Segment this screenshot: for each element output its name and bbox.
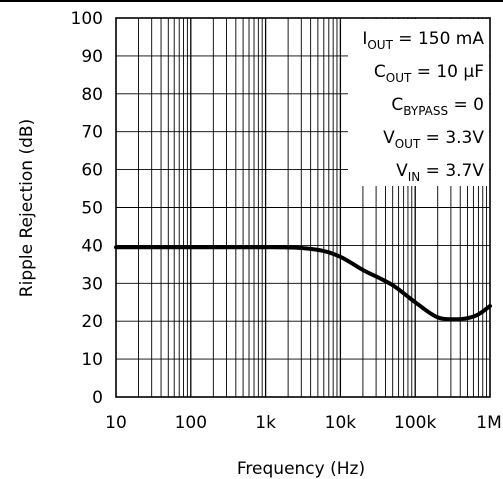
annotation-line: VIN = 3.7V (396, 161, 484, 184)
top-rule (0, 0, 503, 2)
x-tick-label: 10k (325, 413, 357, 433)
annotation-line: COUT = 10 μF (374, 62, 484, 85)
y-tick-label: 90 (81, 47, 103, 67)
conditions-annotation: IOUT = 150 mA COUT = 10 μF CBYPASS = 0 VOUT… (362, 29, 484, 184)
y-tick-label: 30 (81, 274, 103, 294)
x-tick-labels: 10 100 1k 10k 100k 1M (105, 413, 502, 433)
x-axis-label: Frequency (Hz) (237, 459, 365, 479)
x-tick-label: 1k (255, 413, 276, 433)
plot-frame (115, 17, 491, 398)
annotation-background (348, 19, 489, 186)
y-tick-label: 40 (81, 236, 103, 256)
x-tick-label: 100 (175, 413, 207, 433)
y-tick-label: 60 (81, 161, 103, 181)
y-tick-label: 70 (81, 123, 103, 143)
y-tick-label: 20 (81, 312, 103, 332)
annotation-line: CBYPASS = 0 (391, 95, 484, 118)
y-tick-label: 100 (71, 9, 103, 29)
y-tick-label: 0 (92, 388, 103, 408)
y-tick-label: 10 (81, 350, 103, 370)
annotation-line: IOUT = 150 mA (362, 29, 484, 52)
curve-layer (114, 245, 492, 322)
x-tick-label: 10 (105, 413, 127, 433)
y-axis-label: Ripple Rejection (dB) (17, 119, 37, 297)
y-tick-label: 50 (81, 199, 103, 219)
x-tick-label: 1M (476, 413, 501, 433)
x-tick-label: 100k (394, 413, 436, 433)
grid-lines (116, 18, 490, 397)
ripple-rejection-curve (114, 245, 492, 322)
annotation-line: VOUT = 3.3V (383, 128, 484, 151)
y-tick-labels: 0 10 20 30 40 50 60 70 80 90 100 (71, 9, 103, 408)
y-tick-label: 80 (81, 85, 103, 105)
